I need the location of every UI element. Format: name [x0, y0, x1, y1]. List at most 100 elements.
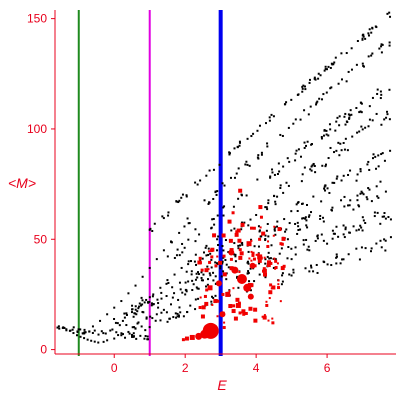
- data-point: [368, 105, 371, 108]
- data-point: [118, 324, 121, 327]
- data-point: [140, 325, 143, 328]
- red-data-point: [241, 309, 246, 314]
- red-data-point: [277, 227, 282, 232]
- data-point: [136, 322, 139, 325]
- data-point: [274, 203, 277, 206]
- data-point: [370, 31, 373, 34]
- x-tick-label: 2: [182, 361, 189, 375]
- data-point: [124, 336, 127, 339]
- data-point: [177, 315, 180, 318]
- data-point: [376, 211, 379, 214]
- data-point: [212, 197, 215, 200]
- data-point: [245, 194, 248, 197]
- red-data-point: [238, 255, 243, 260]
- data-point: [145, 317, 148, 320]
- data-point: [279, 187, 282, 190]
- data-point: [359, 101, 362, 104]
- data-point: [177, 298, 180, 301]
- data-point: [383, 215, 386, 218]
- data-point: [209, 274, 212, 277]
- data-point: [174, 312, 177, 315]
- data-point: [320, 137, 323, 140]
- data-point: [171, 286, 174, 289]
- data-point: [93, 340, 96, 343]
- data-point: [305, 238, 308, 241]
- red-data-point: [251, 253, 255, 257]
- red-data-point: [208, 260, 212, 264]
- data-point: [340, 179, 343, 182]
- red-data-point: [189, 334, 195, 340]
- data-point: [379, 180, 382, 183]
- data-point: [296, 232, 299, 235]
- red-data-point: [231, 309, 236, 314]
- data-point: [213, 223, 216, 226]
- red-data-point: [276, 262, 279, 265]
- data-point: [162, 217, 165, 220]
- data-point: [178, 254, 181, 257]
- data-point: [350, 47, 353, 50]
- data-point: [188, 222, 191, 225]
- red-data-point: [277, 286, 281, 290]
- data-point: [65, 328, 68, 331]
- data-point: [180, 196, 183, 199]
- data-point: [333, 151, 336, 154]
- red-data-point: [243, 283, 252, 292]
- data-point: [121, 319, 124, 322]
- red-data-point: [269, 261, 273, 265]
- data-point: [301, 85, 304, 88]
- data-point: [258, 262, 261, 265]
- data-point: [380, 153, 383, 156]
- data-point: [316, 234, 319, 237]
- data-point: [322, 216, 325, 219]
- data-point: [301, 202, 304, 205]
- data-point: [151, 295, 154, 298]
- data-point: [130, 311, 133, 314]
- red-data-point: [280, 266, 285, 271]
- data-point: [227, 251, 230, 254]
- data-point: [315, 101, 318, 104]
- data-point: [273, 228, 276, 231]
- data-point: [228, 152, 231, 155]
- data-point: [304, 216, 307, 219]
- data-point: [290, 210, 293, 213]
- data-point: [367, 34, 370, 37]
- data-point: [350, 68, 353, 71]
- data-point: [383, 212, 386, 215]
- data-point: [322, 134, 325, 137]
- data-point: [246, 163, 249, 166]
- data-point: [109, 329, 112, 332]
- data-point: [248, 280, 251, 283]
- data-point: [214, 275, 217, 278]
- red-data-point: [234, 232, 239, 237]
- data-point: [301, 87, 304, 90]
- data-point: [281, 272, 284, 275]
- data-point: [178, 199, 181, 202]
- data-point: [367, 32, 370, 35]
- data-point: [322, 260, 325, 263]
- data-point: [106, 313, 109, 316]
- tick-labels: 0 2 4 6 0 50 100 150: [27, 12, 331, 375]
- red-data-point: [252, 257, 256, 261]
- data-point: [111, 328, 114, 331]
- data-point: [219, 267, 222, 270]
- data-point: [305, 219, 308, 222]
- data-point: [380, 51, 383, 54]
- data-point: [159, 286, 162, 289]
- red-data-point: [268, 297, 271, 300]
- data-point: [238, 140, 241, 143]
- data-point: [91, 325, 94, 328]
- data-point: [100, 330, 103, 333]
- data-point: [355, 229, 358, 232]
- data-point: [68, 329, 71, 332]
- data-point: [294, 253, 297, 256]
- data-point: [102, 332, 105, 335]
- data-point: [362, 193, 365, 196]
- data-point: [302, 217, 305, 220]
- data-point: [379, 90, 382, 93]
- data-point: [349, 169, 352, 172]
- data-point: [346, 149, 349, 152]
- data-point: [345, 80, 348, 83]
- data-point: [310, 165, 313, 168]
- data-point: [173, 273, 176, 276]
- data-point: [123, 312, 126, 315]
